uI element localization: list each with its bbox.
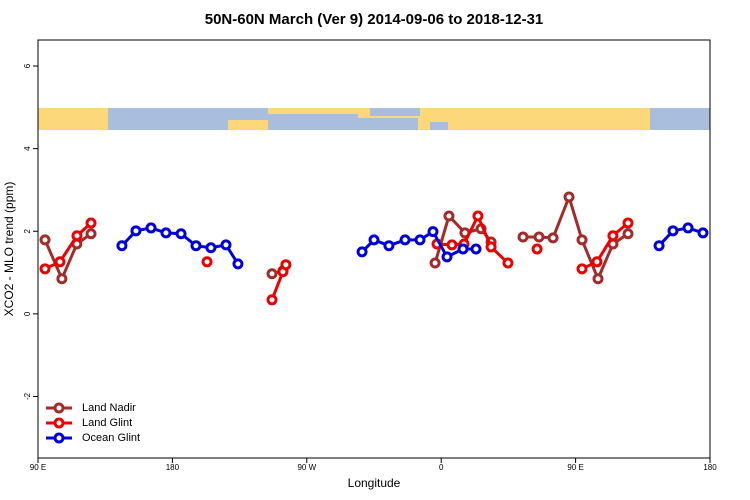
legend-marker [53, 417, 65, 429]
y-tick-label: 2 [23, 228, 32, 233]
point [266, 294, 278, 306]
point [130, 225, 142, 237]
legend-marker [53, 402, 65, 414]
point [607, 230, 619, 242]
point [667, 225, 679, 237]
point [266, 268, 278, 280]
point [56, 273, 68, 285]
point [145, 222, 157, 234]
legend-label: Ocean Glint [82, 432, 140, 444]
point [457, 243, 469, 255]
x-tick-label: 0 [439, 463, 444, 472]
point [399, 234, 411, 246]
point [547, 232, 559, 244]
point [531, 243, 543, 255]
point [190, 240, 202, 252]
point [232, 258, 244, 270]
point [54, 256, 66, 268]
point [356, 246, 368, 258]
x-axis-label: Longitude [348, 476, 401, 490]
point [368, 234, 380, 246]
series-line [581, 221, 629, 271]
y-tick-label: -2 [23, 392, 32, 400]
point [502, 257, 514, 269]
point [427, 226, 439, 238]
point [280, 259, 292, 271]
point [697, 227, 709, 239]
x-tick-label: 180 [166, 463, 180, 472]
point [472, 210, 484, 222]
point [429, 257, 441, 269]
point [576, 234, 588, 246]
point [470, 243, 482, 255]
chart-title: 50N-60N March (Ver 9) 2014-09-06 to 2018… [205, 11, 544, 28]
x-tick-label: 90 E [30, 463, 46, 472]
point [517, 231, 529, 243]
point [682, 222, 694, 234]
x-tick-label: 180 [703, 463, 717, 472]
point [414, 234, 426, 246]
point [71, 230, 83, 242]
point [592, 273, 604, 285]
point [85, 217, 97, 229]
point [563, 191, 575, 203]
point [383, 240, 395, 252]
plot-frame [37, 39, 711, 459]
point [39, 263, 51, 275]
y-tick-label: 4 [23, 146, 32, 151]
x-tick-label: 90 W [297, 463, 316, 472]
map-strip [38, 108, 710, 130]
y-axis-label: XCO2 - MLO trend (ppm) [2, 182, 16, 317]
point [175, 228, 187, 240]
y-tick-label: 0 [23, 311, 32, 316]
point [205, 242, 217, 254]
legend-label: Land Nadir [82, 402, 136, 414]
point [116, 240, 128, 252]
legend-marker [53, 432, 65, 444]
point [443, 210, 455, 222]
point [201, 256, 213, 268]
point [220, 239, 232, 251]
series-line [657, 226, 704, 247]
point [85, 228, 97, 240]
x-tick-label: 90 E [567, 463, 583, 472]
point [441, 251, 453, 263]
point [160, 227, 172, 239]
series-line [43, 232, 92, 283]
point [485, 241, 497, 253]
point [576, 263, 588, 275]
series-line [44, 221, 93, 271]
legend-label: Land Glint [82, 417, 132, 429]
point [533, 231, 545, 243]
point [591, 256, 603, 268]
point [446, 239, 458, 251]
y-tick-label: 6 [23, 63, 32, 68]
point [622, 217, 634, 229]
point [653, 240, 665, 252]
point [39, 234, 51, 246]
point [622, 228, 634, 240]
